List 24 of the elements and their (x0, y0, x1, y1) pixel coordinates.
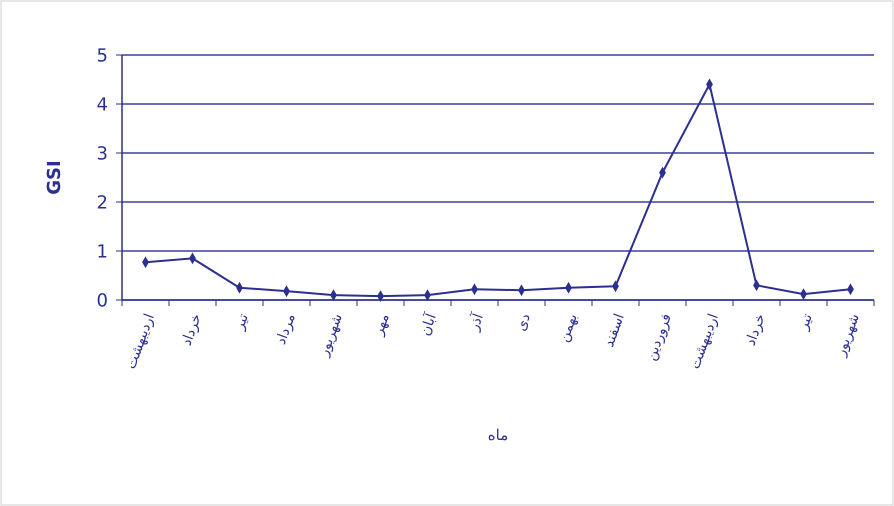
x-tick-label: خرداد (742, 312, 769, 348)
y-tick-label: 2 (96, 192, 108, 214)
x-tick-label: بهمن (556, 312, 581, 344)
x-tick-label: مهر (370, 312, 393, 338)
x-tick-label: مرداد (273, 312, 299, 347)
x-axis-title: ماه (488, 426, 508, 444)
x-tick-label: شهریور (832, 312, 863, 360)
y-tick-label: 4 (96, 94, 108, 116)
x-tick-label: اسفند (601, 312, 628, 350)
y-tick-label: 5 (96, 45, 108, 66)
x-tick-label: تیر (795, 311, 816, 333)
y-tick-label: 0 (96, 290, 108, 312)
y-tick-label: 1 (96, 241, 108, 262)
x-tick-label: تیر (231, 311, 252, 333)
x-tick-label: آذر (464, 310, 488, 334)
x-tick-label: فروردین (643, 312, 675, 363)
x-tick-label: اردیبهشت (687, 312, 722, 372)
x-tick-label: اردیبهشت (123, 312, 158, 372)
y-axis-title: GSI (44, 160, 65, 195)
x-tick-label: خرداد (178, 312, 205, 348)
y-tick-label: 3 (96, 143, 108, 164)
x-tick-label: شهریور (316, 312, 346, 360)
x-tick-label: دی (512, 312, 534, 334)
x-tick-label: آبان (415, 310, 440, 338)
